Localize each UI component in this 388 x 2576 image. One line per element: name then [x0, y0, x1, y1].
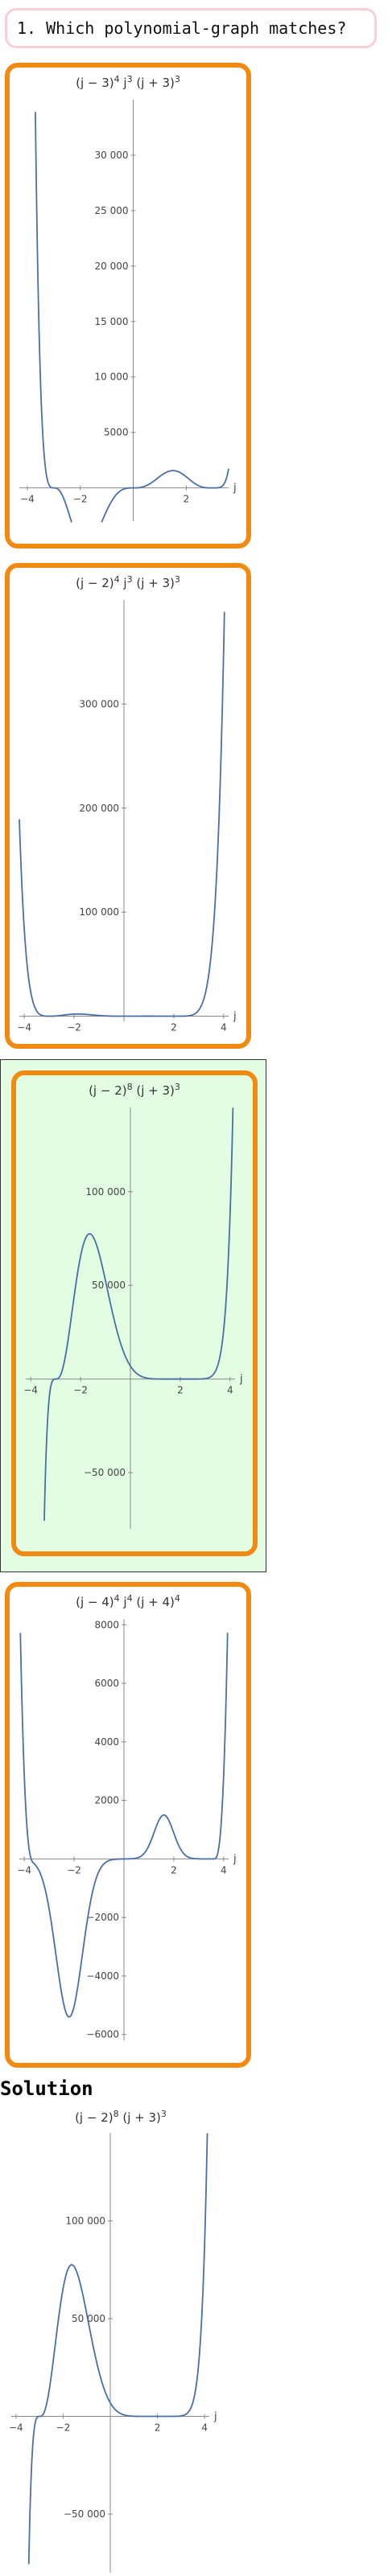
x-tick-label: −4 — [17, 1022, 31, 1033]
question-label: 1. Which polynomial-graph matches? — [17, 18, 347, 38]
option-card-4[interactable]: (j − 4)4 j4 (j + 4)4 j −4 −2 2 4 −6000 −4000 −20… — [5, 1582, 251, 2068]
y-tick-label: −50 000 — [84, 1467, 126, 1478]
y-tick-label: 20 000 — [95, 261, 129, 272]
x-tick-label: 2 — [171, 1022, 177, 1033]
x-axis-label: j — [213, 2411, 217, 2423]
chart-svg: (j − 2)4 j3 (j + 3)3 j −4 −2 2 4 100 000 200 00… — [17, 574, 237, 1033]
x-tick-label: 4 — [227, 1385, 233, 1396]
chart-svg: (j − 2)8 (j + 3)3 j −4 −2 2 4 −50 000 50 000 100… — [23, 1082, 243, 1529]
y-tick-label: −2000 — [86, 1912, 119, 1923]
y-tick-label: 4000 — [94, 1736, 119, 1748]
function-curve — [35, 112, 229, 523]
y-tick-label: 8000 — [94, 1619, 119, 1630]
chart-title: (j − 4)4 j4 (j + 4)4 — [76, 1593, 180, 1609]
function-curve — [27, 2133, 208, 2565]
y-tick-label: 300 000 — [79, 698, 119, 709]
y-tick-label: 15 000 — [95, 316, 129, 327]
y-tick-label: 2000 — [94, 1795, 119, 1806]
y-tick-label: 50 000 — [92, 1280, 126, 1291]
x-tick-label: 2 — [155, 2422, 161, 2434]
y-tick-label: 200 000 — [79, 803, 119, 814]
chart-svg: (j − 3)4 j3 (j + 3)3 j −4 −2 2 5000 10 000 15 0… — [19, 74, 237, 523]
solution-heading: Solution — [0, 2077, 93, 2100]
x-axis-label: j — [233, 1853, 237, 1865]
x-axis-label: j — [239, 1374, 243, 1386]
y-tick-label: −50 000 — [64, 2508, 105, 2520]
x-tick-label: −4 — [23, 1385, 38, 1396]
y-tick-label: 10 000 — [95, 372, 129, 383]
y-tick-label: −4000 — [86, 1970, 119, 1982]
question-prompt: 1. Which polynomial-graph matches? — [5, 8, 377, 48]
solution-plot: (j − 2)8 (j + 3)3 j −4 −2 2 4 −50 000 50 000 100… — [0, 2107, 241, 2576]
chart-title: (j − 2)8 (j + 3)3 — [89, 1082, 180, 1098]
x-tick-label: −2 — [73, 1385, 88, 1396]
y-tick-label: 100 000 — [79, 906, 119, 918]
y-tick-label: 100 000 — [65, 2215, 105, 2226]
y-tick-label: −6000 — [86, 2029, 119, 2040]
y-tick-label: 25 000 — [95, 205, 129, 216]
x-tick-label: 2 — [184, 494, 190, 505]
option-card-2[interactable]: (j − 2)4 j3 (j + 3)3 j −4 −2 2 4 100 000 200 00… — [5, 563, 251, 1049]
x-tick-label: −2 — [67, 1864, 81, 1876]
function-curve — [19, 1633, 229, 2018]
chart-title: (j − 2)4 j3 (j + 3)3 — [76, 574, 180, 590]
function-curve — [43, 1107, 234, 1521]
x-tick-label: 2 — [177, 1385, 184, 1396]
y-tick-label: 5000 — [104, 427, 129, 438]
option-card-1[interactable]: (j − 3)4 j3 (j + 3)3 j −4 −2 2 5000 10 000 15 0… — [5, 63, 251, 548]
x-tick-label: −2 — [67, 1022, 81, 1033]
x-axis-label: j — [233, 1011, 237, 1023]
x-tick-label: −4 — [20, 494, 35, 505]
y-tick-label: 30 000 — [95, 150, 129, 161]
x-axis-label: j — [233, 483, 237, 495]
x-tick-label: −2 — [73, 494, 88, 505]
x-tick-label: 4 — [221, 1864, 227, 1876]
x-tick-label: −2 — [56, 2422, 71, 2434]
y-tick-label: 50 000 — [72, 2313, 105, 2324]
function-curve — [19, 611, 225, 1017]
x-tick-label: 4 — [201, 2422, 208, 2434]
x-tick-label: 4 — [221, 1022, 227, 1033]
y-tick-label: 6000 — [94, 1678, 119, 1689]
chart-svg: (j − 2)8 (j + 3)3 j −4 −2 2 4 −50 000 50 000 100… — [9, 2109, 217, 2573]
x-tick-label: −4 — [17, 1864, 31, 1876]
chart-title: (j − 2)8 (j + 3)3 — [75, 2109, 167, 2125]
option-card-3[interactable]: (j − 2)8 (j + 3)3 j −4 −2 2 4 −50 000 50 000 100… — [11, 1070, 258, 1556]
x-tick-label: 2 — [171, 1864, 177, 1876]
chart-title: (j − 3)4 j3 (j + 3)3 — [76, 74, 180, 90]
y-tick-label: 100 000 — [85, 1186, 126, 1198]
x-tick-label: −4 — [9, 2422, 23, 2434]
chart-svg: (j − 4)4 j4 (j + 4)4 j −4 −2 2 4 −6000 −4000 −20… — [17, 1593, 237, 2040]
